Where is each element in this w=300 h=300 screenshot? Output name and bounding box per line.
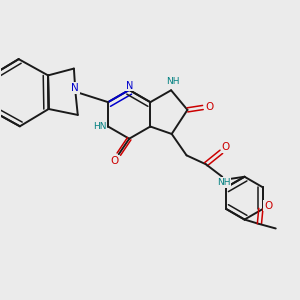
Text: O: O bbox=[264, 201, 272, 211]
Text: O: O bbox=[205, 103, 214, 112]
Text: HN: HN bbox=[93, 122, 106, 131]
Text: N: N bbox=[71, 83, 79, 93]
Text: NH: NH bbox=[217, 178, 230, 187]
Text: NH: NH bbox=[166, 77, 179, 86]
Text: O: O bbox=[222, 142, 230, 152]
Text: O: O bbox=[110, 156, 118, 166]
Text: N: N bbox=[125, 80, 133, 91]
